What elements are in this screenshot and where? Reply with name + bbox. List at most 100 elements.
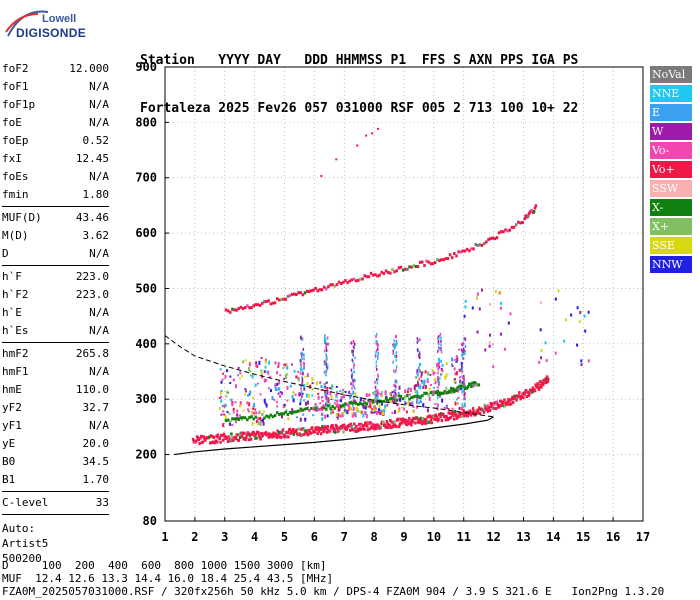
trace-point: [319, 432, 323, 436]
trace-point: [288, 410, 292, 414]
spread-streak: [325, 403, 327, 407]
trace-point: [417, 418, 421, 422]
trace-point: [346, 403, 349, 407]
spread-streak: [419, 363, 422, 367]
spread-streak: [301, 372, 304, 376]
spread-streak: [461, 375, 464, 379]
d-distance-line: D 100 200 400 600 800 1000 1500 3000 [km…: [2, 559, 327, 572]
side-echo: [509, 312, 512, 316]
spread-echo: [399, 397, 402, 402]
trace-point: [297, 409, 300, 413]
trace-point: [286, 431, 290, 435]
param-row: hmE 110.0: [2, 381, 109, 399]
trace-point: [317, 429, 321, 433]
trace-point: [260, 432, 263, 436]
spread-streak: [463, 389, 465, 393]
trace-point: [459, 250, 462, 254]
spread-echo: [255, 420, 258, 424]
trace-point: [482, 242, 486, 246]
trace-point: [506, 400, 510, 404]
spread-echo: [379, 413, 382, 416]
autoscale-line2: Artist5: [2, 537, 49, 550]
spread-echo: [342, 394, 345, 398]
param-row: C-level 33: [2, 494, 109, 512]
trace-point: [425, 421, 429, 425]
trace-point: [466, 385, 470, 389]
trace-point: [483, 403, 486, 407]
spread-streak: [353, 386, 356, 390]
trace-point: [331, 424, 334, 428]
trace-point: [416, 394, 420, 398]
trace-point: [258, 434, 261, 438]
spread-echo: [434, 378, 437, 382]
trace-point: [278, 298, 281, 302]
x-tick-label: 9: [400, 530, 407, 544]
trace-point: [523, 392, 526, 396]
param-row: foF1 N/A: [2, 78, 109, 96]
trace-point: [433, 417, 436, 421]
spread-echo: [405, 410, 408, 414]
spread-streak: [440, 343, 442, 347]
spread-streak: [303, 366, 305, 370]
spread-streak: [300, 354, 303, 358]
spread-echo: [268, 360, 271, 365]
trace-point: [508, 402, 512, 406]
spread-echo: [359, 397, 362, 402]
spread-streak: [375, 332, 378, 336]
trace-point: [419, 416, 423, 420]
spread-echo: [434, 403, 437, 406]
spread-echo: [336, 392, 339, 396]
trace-point: [410, 396, 413, 400]
trace-point: [326, 425, 330, 429]
spread-echo: [256, 364, 259, 368]
spread-echo: [284, 363, 287, 367]
legend-item-vo-: Vo-: [650, 142, 692, 159]
spread-streak: [325, 353, 328, 357]
spread-echo: [257, 421, 260, 426]
x-tick-label: 10: [427, 530, 441, 544]
spread-echo: [261, 418, 264, 423]
param-row: M(D) 3.62: [2, 227, 109, 245]
header-day-value: Fev26: [257, 101, 297, 116]
trace-point: [404, 267, 407, 271]
trace-point: [374, 273, 377, 277]
spread-echo: [364, 411, 367, 415]
trace-point: [524, 388, 528, 392]
trace-point: [314, 406, 317, 410]
spread-echo: [331, 385, 334, 388]
trace-point: [336, 429, 340, 433]
trace-point: [476, 243, 480, 247]
trace-point: [406, 419, 410, 423]
side-echo: [463, 314, 466, 318]
trace-point: [342, 403, 345, 407]
param-label: foF1: [2, 80, 29, 93]
trace-point: [226, 440, 230, 444]
trace-point: [210, 441, 213, 445]
trace-point: [404, 421, 407, 425]
trace-point: [407, 422, 410, 426]
trace-point: [445, 415, 448, 419]
polarization-legend: NoVal NNE E W Vo- Vo+ SSW X- X+ SSE NNW: [650, 66, 692, 275]
trace-point: [477, 383, 481, 387]
trace-point: [466, 414, 469, 418]
trace-point: [250, 306, 253, 310]
spread-echo: [456, 398, 459, 401]
trace-point: [506, 229, 509, 233]
spread-echo: [354, 414, 357, 418]
trace-point: [414, 421, 417, 425]
spread-echo: [440, 372, 443, 375]
spread-echo: [251, 421, 254, 426]
trace-point: [337, 280, 341, 284]
param-value: 32.7: [82, 401, 110, 414]
side-echo: [476, 292, 479, 296]
spread-streak: [353, 370, 355, 374]
spread-echo: [450, 363, 453, 366]
trace-point: [468, 249, 471, 253]
spread-echo: [260, 371, 263, 376]
spread-echo: [285, 372, 288, 376]
trace-point: [519, 397, 522, 401]
spread-echo: [397, 392, 400, 395]
logo-line2: DIGISONDE: [16, 26, 87, 40]
param-row: MUF(D) 43.46: [2, 209, 109, 227]
trace-point: [230, 432, 233, 436]
